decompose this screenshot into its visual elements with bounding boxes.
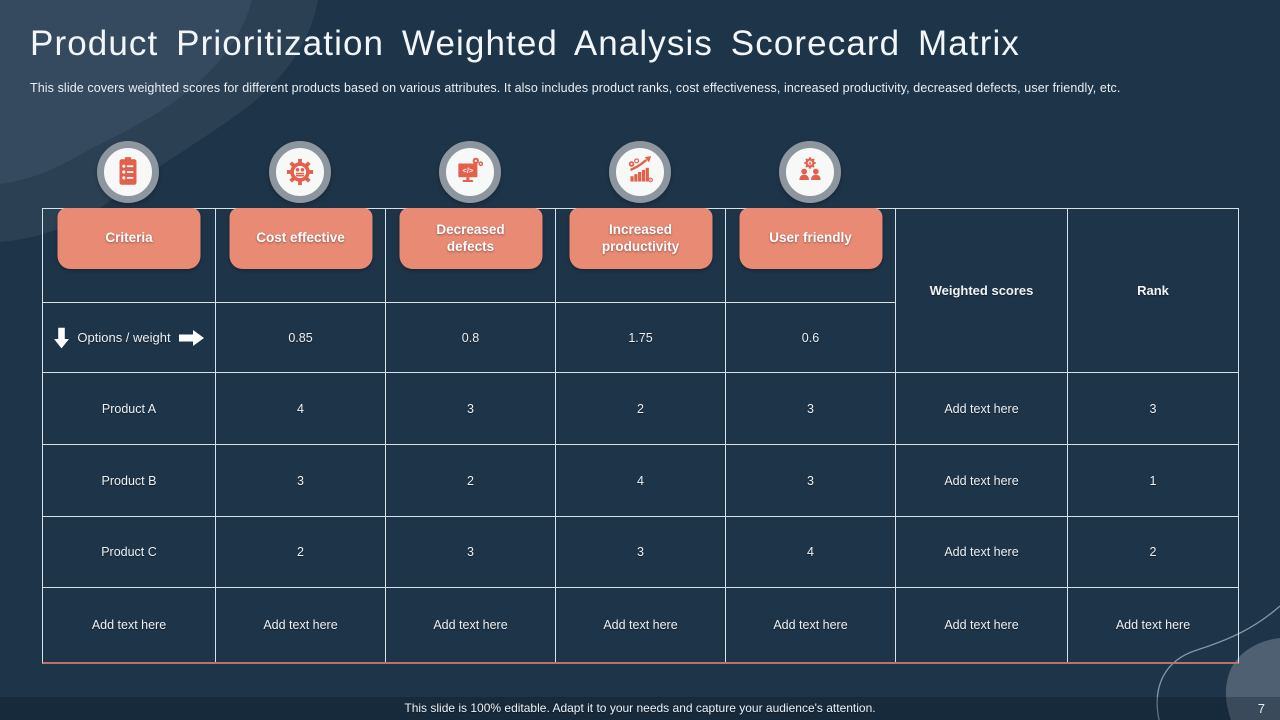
placeholder-cell[interactable]: Add text here (386, 588, 556, 662)
header-button-increased-productivity: Increased productivity (569, 208, 712, 269)
scorecard-table: Criteria Cost effective Decreased defect… (42, 208, 1239, 664)
page-number: 7 (1257, 701, 1265, 716)
score-cell: 3 (556, 517, 726, 588)
placeholder-cell[interactable]: Add text here (726, 588, 896, 662)
footer-note: This slide is 100% editable. Adapt it to… (404, 701, 876, 715)
weight-value: 0.6 (726, 303, 896, 373)
increased-productivity-medallion (609, 141, 671, 203)
row-label: Product A (43, 373, 216, 445)
score-cell: 3 (726, 373, 896, 445)
score-cell: 3 (726, 445, 896, 517)
header-cell-criteria: Criteria (43, 208, 216, 303)
rank-cell: 3 (1068, 373, 1238, 445)
score-cell: 4 (216, 373, 386, 445)
header-button-criteria: Criteria (57, 208, 201, 269)
score-cell: 2 (556, 373, 726, 445)
weight-value: 0.85 (216, 303, 386, 373)
placeholder-cell[interactable]: Add text here (216, 588, 386, 662)
score-cell: 4 (726, 517, 896, 588)
weighted-score-placeholder[interactable]: Add text here (896, 445, 1068, 517)
placeholder-cell[interactable]: Add text here (1115, 618, 1191, 632)
options-weight-cell: Options / weight (43, 303, 216, 373)
right-arrow-icon (178, 329, 204, 346)
user-friendly-medallion (779, 141, 841, 203)
header-cell-user-friendly: User friendly (726, 208, 896, 303)
score-cell: 2 (386, 445, 556, 517)
rank-header: Rank (1068, 209, 1238, 373)
row-label: Product C (43, 517, 216, 588)
weight-value: 0.8 (386, 303, 556, 373)
decreased-defects-medallion: </> (439, 141, 501, 203)
header-button-decreased-defects: Decreased defects (399, 208, 542, 269)
page-title: Product Prioritization Weighted Analysis… (30, 24, 1020, 63)
header-cell-cost-effective: Cost effective (216, 208, 386, 303)
gear-money-icon (286, 158, 314, 186)
weight-value: 1.75 (556, 303, 726, 373)
cost-effective-medallion (269, 141, 331, 203)
weighted-score-placeholder[interactable]: Add text here (896, 373, 1068, 445)
growth-chart-icon (628, 156, 653, 183)
rank-cell: 2 (1068, 517, 1238, 588)
header-cell-increased-productivity: Increased productivity (556, 208, 726, 303)
weighted-score-placeholder[interactable]: Add text here (896, 517, 1068, 588)
score-cell: 3 (386, 517, 556, 588)
header-button-user-friendly: User friendly (739, 208, 882, 269)
weighted-scores-header: Weighted scores (896, 209, 1068, 373)
team-gear-icon (799, 157, 821, 180)
page-subtitle: This slide covers weighted scores for di… (30, 81, 1121, 95)
placeholder-cell[interactable]: Add text here (556, 588, 726, 662)
score-cell: 2 (216, 517, 386, 588)
score-cell: 4 (556, 445, 726, 517)
header-button-cost-effective: Cost effective (229, 208, 372, 269)
criteria-medallion (97, 141, 159, 203)
svg-text:</>: </> (463, 166, 474, 175)
placeholder-cell[interactable]: Add text here (43, 588, 216, 662)
placeholder-cell[interactable]: Add text here (896, 588, 1068, 662)
rank-cell: 1 (1068, 445, 1238, 517)
row-label: Product B (43, 445, 216, 517)
monitor-code-icon: </> (458, 157, 484, 182)
checklist-icon (119, 157, 137, 185)
score-cell: 3 (386, 373, 556, 445)
score-cell: 3 (216, 445, 386, 517)
header-cell-decreased-defects: Decreased defects (386, 208, 556, 303)
down-arrow-icon (54, 327, 70, 348)
options-weight-label: Options / weight (77, 330, 171, 345)
footer-bar (0, 697, 1280, 720)
